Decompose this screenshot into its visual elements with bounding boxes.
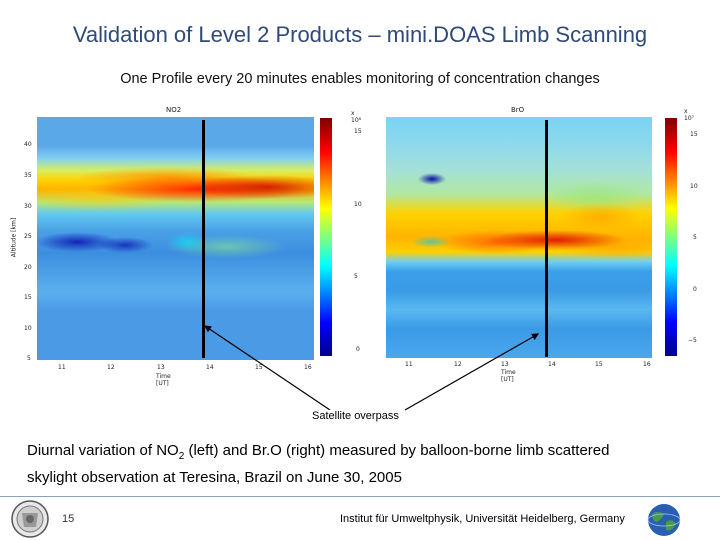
no2-ytick: 5 [27,355,31,362]
no2-plot-title: NO2 [166,106,182,114]
no2-ytick: 25 [24,233,32,240]
bro-xtick: 15 [595,361,603,368]
no2-overpass-marker [202,120,205,358]
arrow-to-bro [404,333,540,411]
caption: Diurnal variation of NO2 (left) and Br.O… [27,440,697,488]
no2-xtick: 16 [304,364,312,371]
arrow-to-no2 [204,325,331,411]
no2-xtick: 14 [206,364,214,371]
no2-xtick: 13 [157,364,165,371]
no2-xlabel: Time [UT] [156,373,171,387]
no2-xtick: 15 [255,364,263,371]
no2-colorbar-tick: 15 [354,128,362,135]
no2-ytick: 15 [24,294,32,301]
no2-heatmap [37,117,314,360]
institute-name: Institut für Umweltphysik, Universität H… [340,513,625,525]
no2-ytick: 10 [24,325,32,332]
slide-subtitle: One Profile every 20 minutes enables mon… [120,71,600,87]
slide-title: Validation of Level 2 Products – mini.DO… [72,22,648,47]
no2-colorbar [320,118,332,356]
bro-xtick: 12 [454,361,462,368]
bro-xlabel: Time [UT] [501,369,516,383]
bro-overpass-marker [545,120,548,357]
no2-xtick: 11 [58,364,66,371]
no2-colorbar-tick: 5 [354,273,358,280]
no2-colorbar-exponent: x 10⁸ [351,110,362,124]
no2-colorbar-tick: 0 [356,346,360,353]
bro-colorbar [665,118,677,356]
no2-ytick: 20 [24,264,32,271]
bro-xtick: 14 [548,361,556,368]
bro-colorbar-tick: 10 [690,183,698,190]
bro-heatmap [386,117,652,358]
bro-colorbar-tick: 0 [693,286,697,293]
bro-plot-title: BrO [511,106,525,114]
satellite-overpass-label: Satellite overpass [310,410,401,422]
bro-xtick: 13 [501,361,509,368]
bro-colorbar-tick: 5 [693,234,697,241]
bro-xtick: 16 [643,361,651,368]
bro-colorbar-tick: 15 [690,131,698,138]
globe-icon [647,504,681,536]
bro-colorbar-exponent: x 10⁷ [684,108,695,122]
bro-colorbar-tick: −5 [688,337,697,344]
no2-ytick: 35 [24,172,32,179]
caption-prefix: Diurnal variation of NO [27,442,179,459]
no2-ytick: 30 [24,203,32,210]
page-number: 15 [62,513,75,525]
bro-xtick: 11 [405,361,413,368]
university-seal-icon [11,500,49,538]
footer-divider [0,496,720,497]
no2-xtick: 12 [107,364,115,371]
no2-colorbar-tick: 10 [354,201,362,208]
caption-suffix: (left) and Br.O (right) measured by ball… [184,442,610,459]
no2-ytick: 40 [24,141,32,148]
caption-subscript: 2 [178,451,185,462]
caption-line2: skylight observation at Teresina, Brazil… [27,469,402,486]
